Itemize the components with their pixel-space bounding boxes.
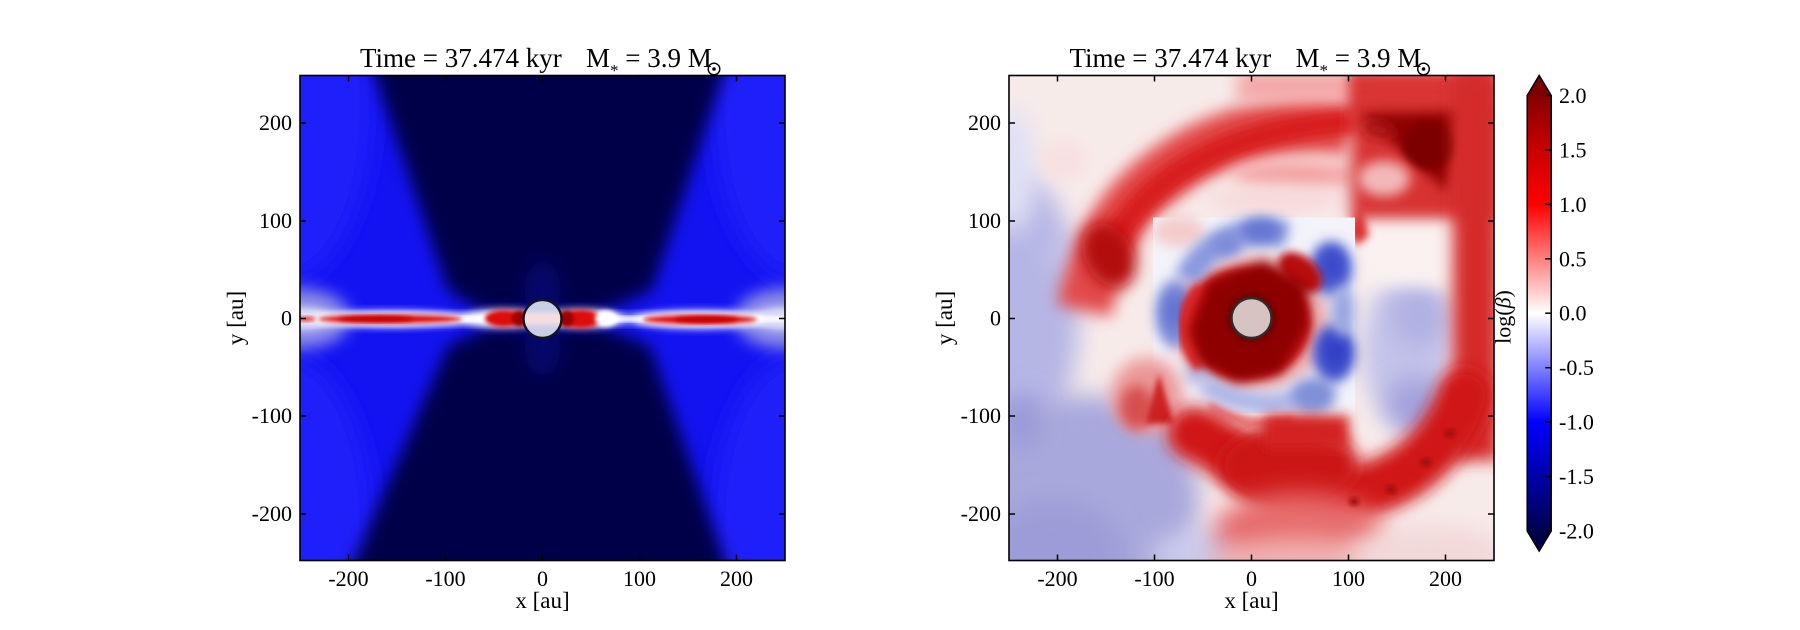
svg-text:100: 100 bbox=[259, 208, 292, 233]
svg-text:200: 200 bbox=[968, 110, 1001, 135]
svg-text:x [au]: x [au] bbox=[515, 588, 569, 613]
svg-text:0: 0 bbox=[990, 306, 1001, 331]
svg-text:100: 100 bbox=[623, 566, 656, 591]
svg-text:-200: -200 bbox=[961, 501, 1001, 526]
svg-text:-200: -200 bbox=[328, 566, 368, 591]
svg-text:200: 200 bbox=[1429, 566, 1462, 591]
svg-text:Time = 37.474 kyr: Time = 37.474 kyr bbox=[1070, 43, 1272, 73]
svg-text:-100: -100 bbox=[425, 566, 465, 591]
svg-text:100: 100 bbox=[1332, 566, 1365, 591]
svg-text:1.0: 1.0 bbox=[1559, 192, 1587, 217]
svg-text:M* = 3.9 M: M* = 3.9 M bbox=[1296, 43, 1422, 80]
svg-text:0: 0 bbox=[537, 566, 548, 591]
svg-text:200: 200 bbox=[259, 110, 292, 135]
svg-text:-1.5: -1.5 bbox=[1559, 464, 1594, 489]
svg-text:y [au]: y [au] bbox=[932, 291, 957, 345]
svg-text:100: 100 bbox=[968, 208, 1001, 233]
svg-text:-2.0: -2.0 bbox=[1559, 519, 1594, 544]
svg-text:-100: -100 bbox=[1134, 566, 1174, 591]
svg-text:200: 200 bbox=[720, 566, 753, 591]
svg-text:0.0: 0.0 bbox=[1559, 301, 1587, 326]
svg-text:-100: -100 bbox=[252, 403, 292, 428]
svg-text:-100: -100 bbox=[961, 403, 1001, 428]
svg-text:1.5: 1.5 bbox=[1559, 137, 1587, 162]
svg-text:M* = 3.9 M: M* = 3.9 M bbox=[586, 43, 712, 80]
svg-text:0.5: 0.5 bbox=[1559, 246, 1587, 271]
svg-text:-200: -200 bbox=[1037, 566, 1077, 591]
svg-text:0: 0 bbox=[281, 306, 292, 331]
svg-text:y [au]: y [au] bbox=[223, 291, 248, 345]
svg-text:-0.5: -0.5 bbox=[1559, 355, 1594, 380]
svg-text:-200: -200 bbox=[252, 501, 292, 526]
svg-text:x [au]: x [au] bbox=[1224, 588, 1278, 613]
svg-text:0: 0 bbox=[1246, 566, 1257, 591]
svg-text:Time = 37.474 kyr: Time = 37.474 kyr bbox=[360, 43, 562, 73]
svg-text:-1.0: -1.0 bbox=[1559, 410, 1594, 435]
svg-text:log(β): log(β) bbox=[1491, 290, 1516, 344]
svg-text:2.0: 2.0 bbox=[1559, 83, 1587, 108]
